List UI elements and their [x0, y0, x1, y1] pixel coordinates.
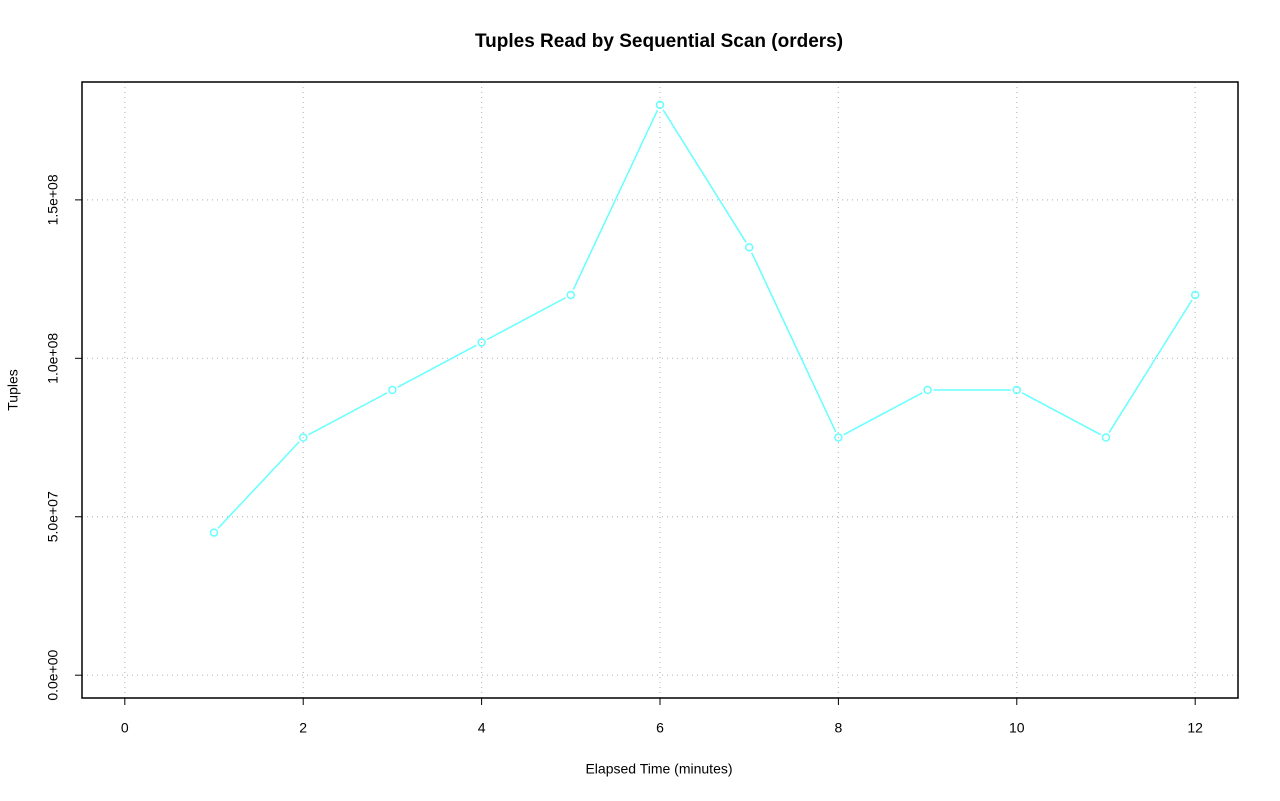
data-point — [744, 243, 754, 252]
plot-frame — [81, 81, 1239, 699]
data-point — [298, 433, 308, 442]
data-point — [834, 433, 843, 442]
x-tick-label: 6 — [656, 720, 664, 736]
data-point — [1190, 290, 1200, 300]
y-tick-label: 0.0e+00 — [45, 649, 61, 700]
x-tick-label: 10 — [1009, 720, 1025, 736]
data-point — [209, 528, 219, 537]
x-tick-label: 2 — [299, 720, 307, 736]
data-point — [655, 100, 665, 110]
x-axis-label: Elapsed Time (minutes) — [585, 761, 732, 777]
x-tick-label: 0 — [121, 720, 129, 736]
data-point — [477, 338, 486, 347]
chart-title: Tuples Read by Sequential Scan (orders) — [475, 31, 843, 52]
y-tick-label: 1.5e+08 — [45, 174, 61, 225]
data-point — [1101, 433, 1111, 442]
x-tick-label: 8 — [834, 720, 842, 736]
data-point — [1012, 385, 1022, 395]
y-tick-label: 1.0e+08 — [45, 333, 61, 384]
y-axis-label: Tuples — [5, 369, 21, 411]
data-point — [566, 290, 576, 300]
y-tick-label: 5.0e+07 — [45, 491, 61, 542]
series-line — [217, 109, 1193, 529]
data-point — [388, 385, 397, 395]
x-tick-label: 4 — [478, 720, 486, 736]
x-tick-label: 12 — [1187, 720, 1203, 736]
data-point — [923, 385, 932, 395]
